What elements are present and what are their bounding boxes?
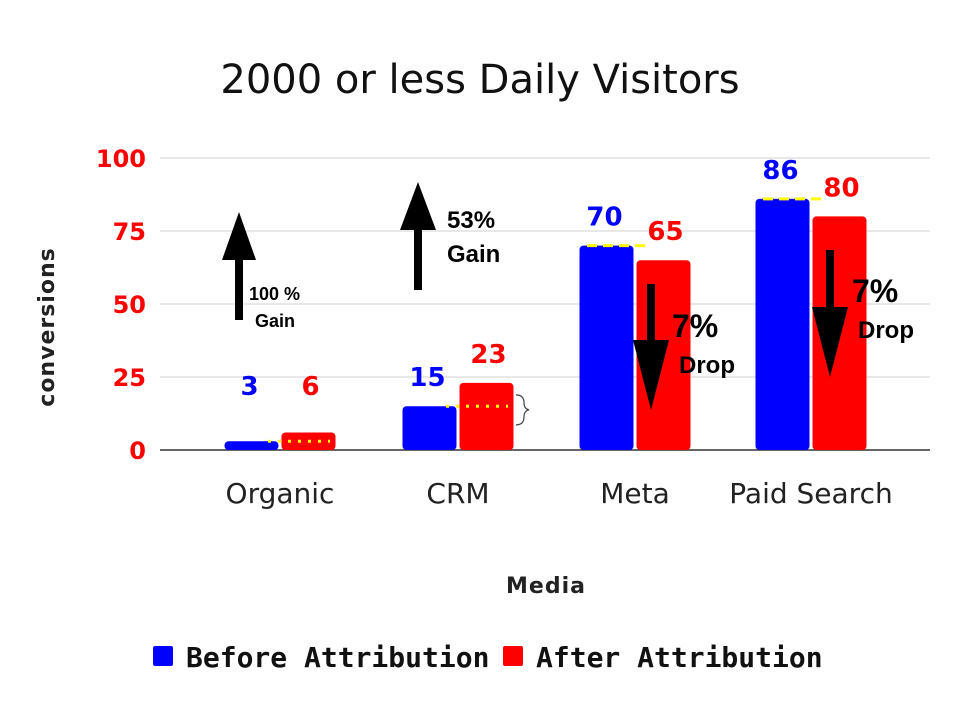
chart-title: 2000 or less Daily Visitors (220, 57, 739, 103)
x-tick-labels: Organic CRM Meta Paid Search (226, 477, 893, 510)
value-label: 86 (762, 156, 798, 186)
y-tick-label: 75 (113, 218, 146, 246)
x-tick-label: Organic (226, 477, 335, 510)
y-tick-label: 50 (113, 291, 146, 319)
arrow-up-icon (222, 212, 256, 260)
y-tick-label: 100 (96, 145, 146, 173)
annotation-percent: 53% (447, 207, 495, 234)
y-tick-label: 25 (113, 364, 146, 392)
x-axis-title: Media (506, 574, 586, 599)
annotation-percent: 100 % (249, 284, 300, 304)
arrow-down-icon (812, 307, 848, 377)
bars (224, 198, 867, 450)
x-tick-label: Paid Search (729, 477, 892, 510)
value-label: 15 (409, 363, 445, 393)
annotation-direction-label: Gain (255, 311, 295, 331)
y-axis-title: conversions (35, 247, 60, 406)
annotation-direction-label: Drop (679, 352, 735, 379)
annotation-percent: 7% (672, 308, 718, 344)
x-tick-label: Meta (600, 477, 670, 510)
x-tick-label: CRM (426, 477, 489, 510)
brace-mark (515, 394, 530, 426)
legend-swatch (153, 646, 173, 666)
comparison-markers (268, 197, 821, 443)
value-label: 23 (470, 340, 506, 370)
annotation-percent: 7% (852, 273, 898, 309)
bar-before (224, 441, 279, 450)
value-label: 70 (586, 203, 622, 233)
bar-before (402, 406, 457, 450)
arrow-up-icon (400, 182, 436, 230)
bar-before (579, 245, 634, 450)
legend-label: Before Attribution (186, 641, 489, 674)
value-label: 6 (301, 372, 319, 402)
value-label: 65 (647, 217, 683, 247)
y-tick-label: 0 (129, 437, 146, 465)
legend-label: After Attribution (536, 641, 823, 674)
value-label: 80 (823, 173, 859, 203)
annotations: 100 % Gain 53% Gain 7% Drop 7% Drop (222, 182, 914, 410)
value-labels: 3 6 15 23 70 65 86 80 (240, 156, 859, 402)
y-tick-labels: 0 25 50 75 100 (96, 145, 146, 465)
annotation-direction-label: Drop (858, 317, 914, 344)
legend-swatch (503, 646, 523, 666)
arrow-down-icon (633, 340, 669, 410)
bar-before (755, 198, 810, 450)
annotation-direction-label: Gain (447, 241, 500, 268)
bar-after (459, 382, 514, 450)
value-label: 3 (240, 372, 258, 402)
legend: Before Attribution After Attribution (153, 641, 823, 674)
